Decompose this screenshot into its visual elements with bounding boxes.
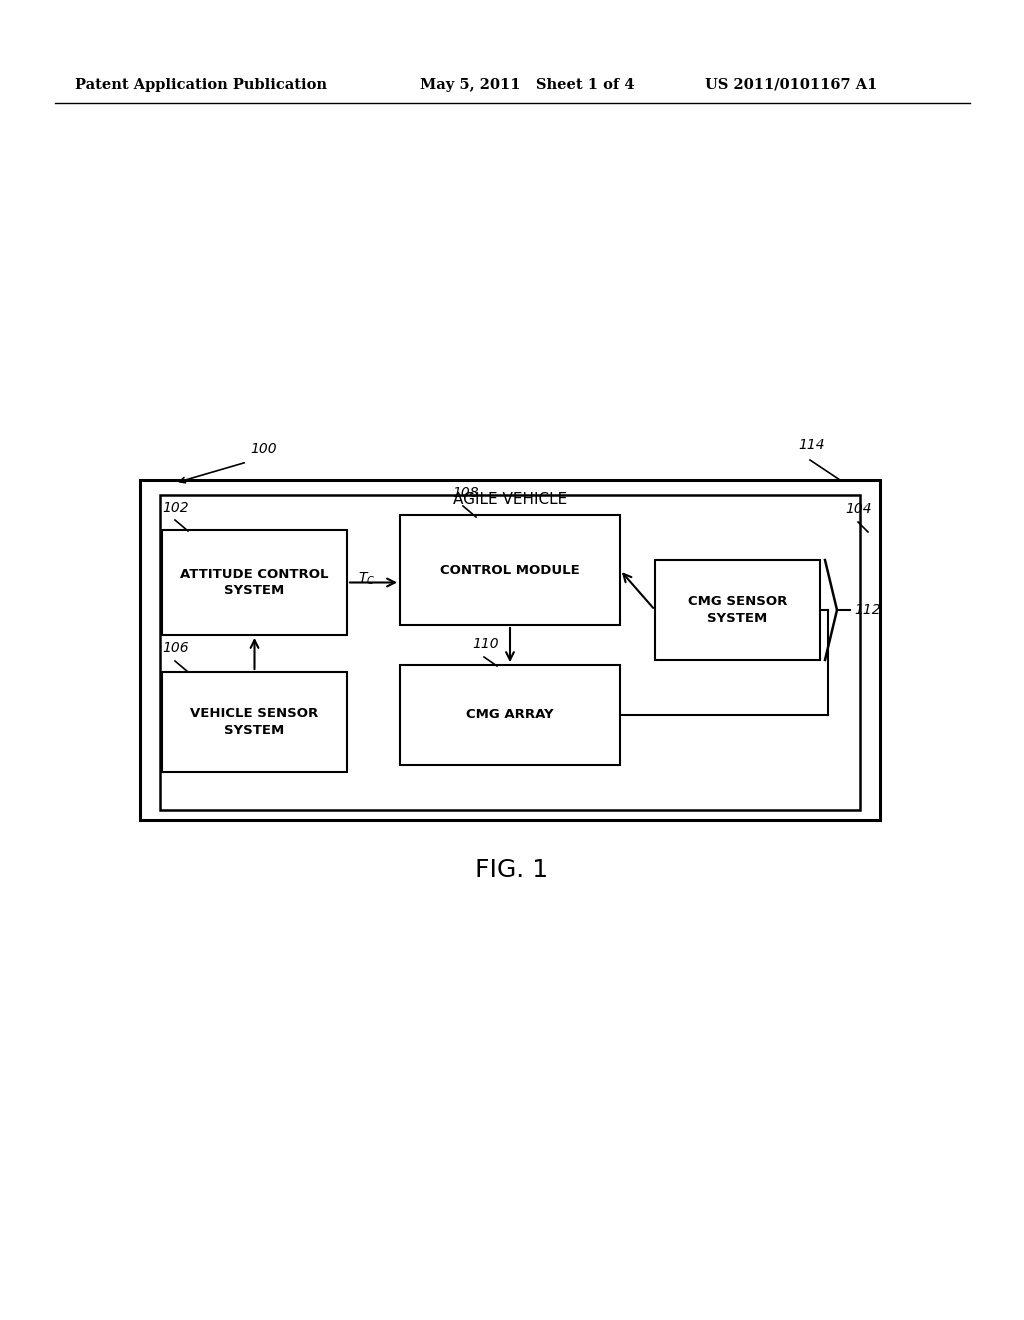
Text: 106: 106 bbox=[162, 642, 188, 655]
Bar bbox=[400, 515, 620, 624]
Text: FIG. 1: FIG. 1 bbox=[475, 858, 549, 882]
Text: 114: 114 bbox=[798, 438, 824, 451]
Text: 112: 112 bbox=[854, 603, 881, 616]
Text: May 5, 2011   Sheet 1 of 4: May 5, 2011 Sheet 1 of 4 bbox=[420, 78, 635, 92]
Text: Patent Application Publication: Patent Application Publication bbox=[75, 78, 327, 92]
Bar bbox=[400, 665, 620, 766]
Bar bbox=[160, 495, 860, 810]
Text: CMG ARRAY: CMG ARRAY bbox=[466, 709, 554, 722]
Text: US 2011/0101167 A1: US 2011/0101167 A1 bbox=[705, 78, 878, 92]
Text: $T_C$: $T_C$ bbox=[358, 570, 375, 587]
Bar bbox=[140, 480, 880, 820]
Text: AGILE VEHICLE: AGILE VEHICLE bbox=[453, 492, 567, 507]
Text: CONTROL MODULE: CONTROL MODULE bbox=[440, 564, 580, 577]
Text: CMG SENSOR
SYSTEM: CMG SENSOR SYSTEM bbox=[688, 595, 787, 624]
Text: ATTITUDE CONTROL
SYSTEM: ATTITUDE CONTROL SYSTEM bbox=[180, 568, 329, 598]
Text: 100: 100 bbox=[250, 442, 276, 455]
Text: 102: 102 bbox=[162, 502, 188, 515]
Bar bbox=[162, 672, 347, 772]
Bar bbox=[655, 560, 820, 660]
Text: 110: 110 bbox=[472, 638, 499, 651]
Text: 104: 104 bbox=[845, 502, 871, 516]
Bar bbox=[162, 531, 347, 635]
Text: VEHICLE SENSOR
SYSTEM: VEHICLE SENSOR SYSTEM bbox=[190, 708, 318, 737]
Text: 108: 108 bbox=[452, 486, 478, 500]
